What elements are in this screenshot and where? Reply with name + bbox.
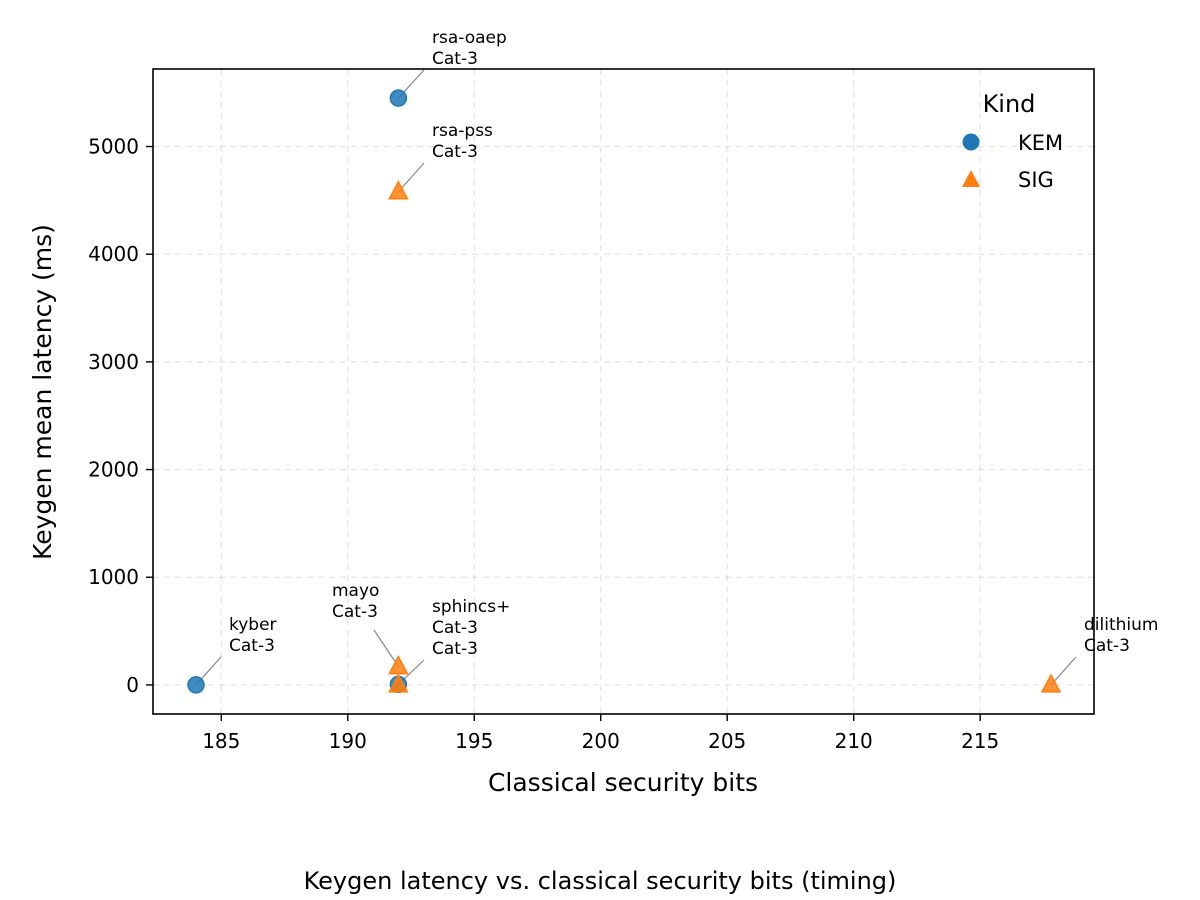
x-tick-label: 185 [202,729,240,753]
annotations: rsa-oaepCat-3rsa-pssCat-3kyberCat-3mayoC… [195,28,1158,686]
annotation-text: Cat-3 [432,49,478,69]
legend-kem-marker [962,133,980,151]
x-tick-label: 195 [455,729,493,753]
annotation-text: Cat-3 [229,636,275,656]
axis-ticks: 185 190 195 200 205 210 215 0 1000 2000 3000 4000 50… [88,135,999,753]
kem-point [389,89,408,107]
y-tick-label: 5000 [88,135,139,159]
y-tick-label: 1000 [88,565,139,589]
chart-caption: Keygen latency vs. classical security bi… [304,867,897,895]
annotation-leader [373,629,399,667]
annotation-text: kyber [229,615,277,635]
y-axis-label: Keygen mean latency (ms) [28,224,57,560]
annotation-text: rsa-pss [432,121,493,141]
sig-point [388,673,409,693]
x-tick-label: 190 [329,729,367,753]
annotation-text: Cat-3 [432,618,478,638]
annotation-text: sphincs+ [432,597,510,617]
x-axis-label: Classical security bits [488,768,758,797]
sig-point [388,655,409,675]
legend: Kind KEM SIG [962,90,1063,192]
sig-point [1040,673,1062,693]
grid [153,69,1094,714]
data-points [187,89,1062,694]
y-tick-label: 2000 [88,458,139,482]
legend-kem-label: KEM [1018,131,1063,155]
legend-sig-marker [962,170,980,187]
sig-point [388,180,409,200]
x-tick-label: 205 [708,729,746,753]
annotation-leader [1050,656,1077,686]
legend-sig-label: SIG [1018,168,1054,192]
annotation-text: rsa-oaep [432,28,507,48]
y-tick-label: 4000 [88,242,139,266]
y-tick-label: 3000 [88,350,139,374]
x-tick-label: 210 [835,729,873,753]
annotation-leader [397,162,425,193]
annotation-text: Cat-3 [432,639,478,659]
x-tick-label: 200 [582,729,620,753]
y-tick-label: 0 [126,673,139,697]
legend-title: Kind [983,90,1036,118]
annotation-text: Cat-3 [332,602,378,622]
annotation-text: dilithium [1084,615,1158,635]
kem-point [187,676,205,694]
x-tick-label: 215 [961,729,999,753]
plot-frame [152,68,1095,715]
annotation-text: Cat-3 [432,142,478,162]
annotation-text: Cat-3 [1084,636,1130,656]
annotation-text: mayo [332,581,379,601]
